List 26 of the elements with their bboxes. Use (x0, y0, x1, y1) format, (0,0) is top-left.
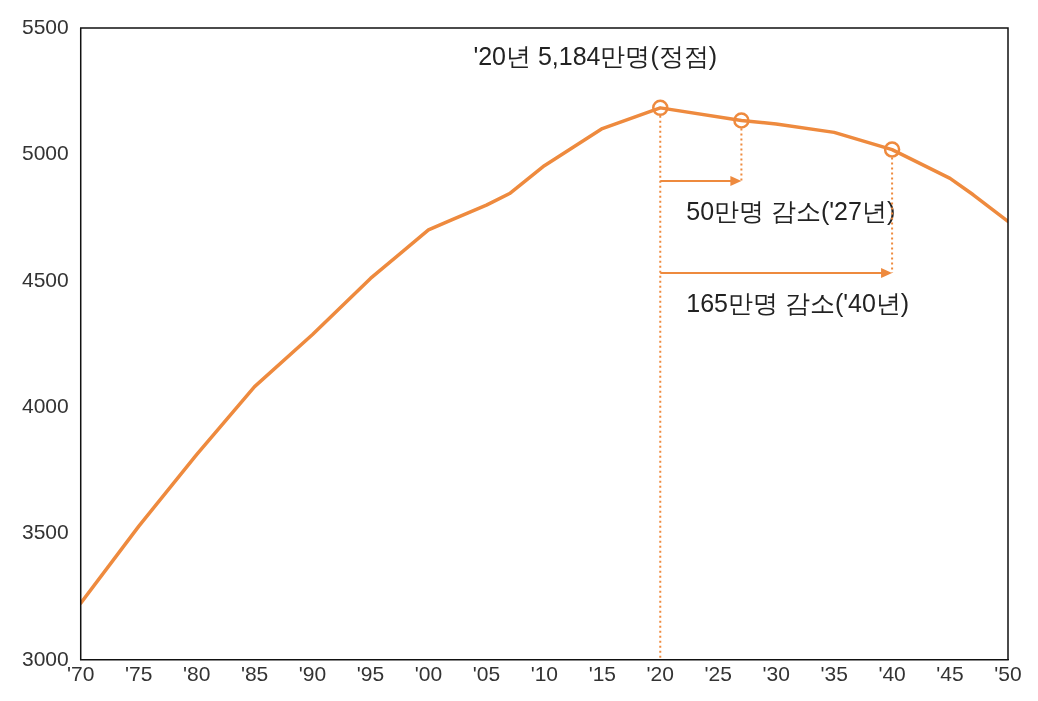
annotation: '20년 5,184만명(정점) (473, 41, 718, 70)
y-tick-label: 3000 (22, 646, 69, 670)
x-tick-label: '30 (762, 662, 790, 686)
x-tick-label: '95 (356, 662, 385, 686)
x-tick-label: '50 (994, 662, 1022, 686)
x-tick-label: '15 (588, 662, 616, 686)
x-tick-label: '35 (820, 662, 848, 686)
x-tick-label: '75 (124, 662, 153, 686)
annotation: 50만명 감소('27년) (686, 196, 896, 225)
x-tick-label: '20 (646, 662, 674, 686)
x-tick-label: '10 (530, 662, 559, 686)
y-tick-label: 4000 (22, 393, 69, 417)
x-tick-label: '80 (182, 662, 211, 686)
y-tick-label: 3500 (22, 520, 69, 544)
annotation: 165만명 감소('40년) (686, 288, 910, 317)
x-tick-label: '00 (414, 662, 443, 686)
x-tick-label: '90 (298, 662, 327, 686)
x-tick-label: '70 (67, 662, 95, 686)
y-tick-label: 5000 (22, 141, 69, 165)
x-tick-label: '45 (936, 662, 964, 686)
x-tick-label: '85 (240, 662, 269, 686)
x-tick-label: '05 (472, 662, 501, 686)
y-tick-label: 4500 (22, 267, 69, 291)
x-tick-label: '25 (704, 662, 732, 686)
y-tick-label: 5500 (22, 14, 69, 38)
x-tick-label: '40 (878, 662, 906, 686)
